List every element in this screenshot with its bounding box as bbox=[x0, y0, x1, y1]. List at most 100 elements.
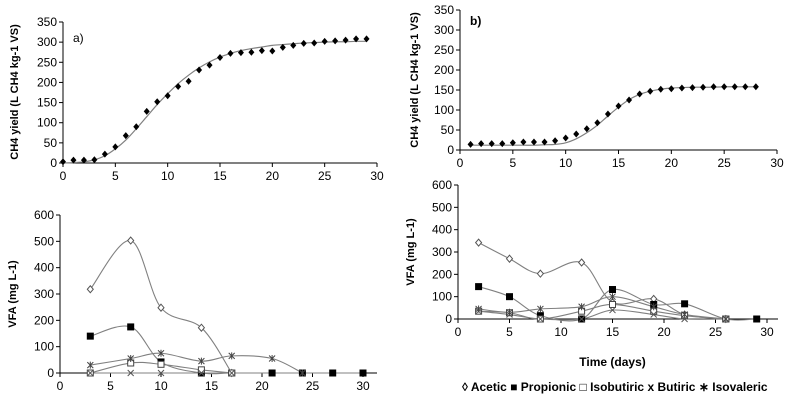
data-point bbox=[609, 293, 616, 301]
data-point bbox=[668, 85, 675, 93]
legend-acetic: Acetic bbox=[470, 380, 507, 394]
data-point bbox=[537, 315, 544, 323]
data-point bbox=[198, 357, 205, 365]
data-point bbox=[206, 61, 213, 69]
y-tick-label: 100 bbox=[432, 290, 452, 304]
data-point bbox=[175, 82, 182, 90]
y-tick-label: 300 bbox=[432, 245, 452, 259]
data-point bbox=[127, 236, 135, 245]
data-point bbox=[722, 315, 730, 323]
data-point bbox=[552, 137, 559, 145]
data-point bbox=[91, 156, 98, 164]
data-point bbox=[636, 90, 643, 98]
x-tick-label: 5 bbox=[509, 156, 516, 170]
y-tick-label: 300 bbox=[37, 35, 57, 49]
data-point bbox=[133, 123, 140, 131]
data-point bbox=[101, 150, 108, 158]
legend-symbol-butiric: x bbox=[647, 380, 655, 394]
x-tick-label: 20 bbox=[266, 169, 280, 183]
data-point bbox=[609, 306, 616, 314]
y-axis-label: CH4 yield (L CH4 kg-1 VS) bbox=[9, 24, 21, 160]
y-tick-label: 400 bbox=[432, 223, 452, 237]
x-tick-label: 15 bbox=[205, 379, 219, 393]
y-tick-label: 100 bbox=[434, 103, 454, 117]
data-point bbox=[127, 323, 135, 331]
panel-label: a) bbox=[73, 31, 84, 45]
legend-symbol-propionic: ■ bbox=[510, 380, 518, 394]
legend-propionic: Propionic bbox=[520, 380, 577, 394]
legend: ◊ Acetic ■ Propionic □ Isobutiric x Buti… bbox=[462, 380, 768, 394]
y-tick-label: 350 bbox=[37, 15, 57, 29]
data-point bbox=[509, 139, 516, 147]
data-point bbox=[573, 130, 580, 138]
data-point bbox=[536, 269, 545, 278]
data-point bbox=[578, 303, 585, 311]
data-point bbox=[227, 49, 234, 57]
fit-curve bbox=[470, 86, 756, 146]
data-point bbox=[562, 134, 569, 142]
y-tick-label: 200 bbox=[37, 75, 57, 89]
data-point bbox=[258, 47, 265, 55]
y-tick-label: 50 bbox=[441, 123, 455, 137]
data-point bbox=[157, 360, 165, 368]
x-axis-label: Time (days) bbox=[579, 355, 645, 369]
data-point bbox=[60, 158, 66, 166]
y-tick-label: 300 bbox=[434, 23, 454, 37]
data-point bbox=[154, 98, 161, 106]
data-point bbox=[363, 35, 370, 43]
series-line-acetic bbox=[478, 242, 726, 320]
data-point bbox=[86, 332, 94, 340]
data-point bbox=[329, 369, 337, 377]
x-tick-label: 10 bbox=[554, 325, 568, 339]
data-point bbox=[678, 84, 685, 92]
data-point bbox=[537, 305, 544, 313]
x-tick-label: 10 bbox=[154, 379, 168, 393]
y-tick-label: 350 bbox=[434, 3, 454, 17]
data-point bbox=[321, 37, 328, 45]
panel-label: b) bbox=[470, 14, 481, 28]
x-tick-label: 15 bbox=[213, 169, 227, 183]
data-point bbox=[80, 156, 87, 164]
data-point bbox=[86, 284, 94, 294]
data-point bbox=[217, 53, 223, 61]
y-tick-label: 250 bbox=[37, 55, 57, 69]
data-point bbox=[520, 138, 527, 146]
data-point bbox=[731, 83, 738, 91]
y-axis-label: VFA (mg L-1) bbox=[405, 218, 417, 286]
data-point bbox=[506, 293, 513, 301]
data-point bbox=[578, 315, 585, 323]
data-point bbox=[577, 258, 586, 267]
y-tick-label: 150 bbox=[37, 96, 57, 110]
data-point bbox=[353, 35, 360, 43]
y-tick-label: 200 bbox=[434, 63, 454, 77]
data-point bbox=[196, 66, 203, 74]
y-tick-label: 300 bbox=[34, 287, 54, 301]
data-point bbox=[681, 300, 689, 308]
data-point bbox=[647, 87, 654, 95]
data-point bbox=[650, 311, 658, 318]
legend-isovaleric: Isovaleric bbox=[712, 380, 768, 394]
data-point bbox=[311, 39, 318, 47]
data-point bbox=[488, 140, 495, 148]
x-tick-label: 10 bbox=[559, 156, 573, 170]
data-point bbox=[650, 303, 658, 311]
legend-isobutiric: Isobutiric bbox=[590, 380, 645, 394]
x-tick-label: 25 bbox=[717, 156, 731, 170]
x-tick-label: 30 bbox=[370, 169, 384, 183]
data-point bbox=[475, 283, 483, 291]
y-tick-label: 500 bbox=[34, 234, 54, 248]
data-point bbox=[478, 140, 485, 148]
data-point bbox=[700, 83, 707, 91]
x-tick-label: 5 bbox=[112, 169, 119, 183]
y-tick-label: 250 bbox=[434, 43, 454, 57]
data-point bbox=[689, 84, 696, 92]
x-tick-label: 25 bbox=[709, 325, 723, 339]
data-point bbox=[752, 83, 759, 91]
series-line-propionic bbox=[90, 325, 363, 375]
y-axis-label: CH4 yield (L CH4 kg-1 VS) bbox=[409, 12, 421, 148]
data-point bbox=[70, 156, 77, 164]
data-point bbox=[609, 286, 616, 294]
data-point bbox=[164, 92, 171, 100]
